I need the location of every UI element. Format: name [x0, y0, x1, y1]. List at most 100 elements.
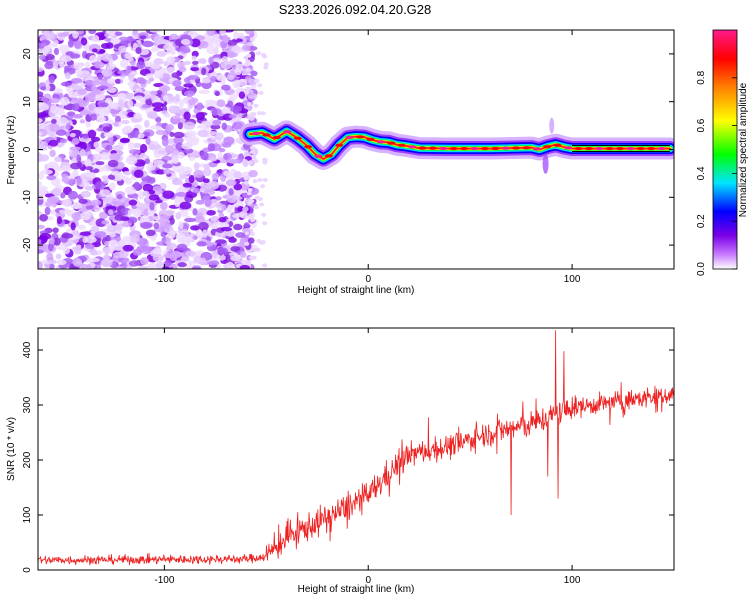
ridge-hotspot — [460, 146, 469, 151]
snr-ylabel: SNR (10 * v/v) — [6, 417, 17, 481]
noise-blob — [211, 250, 219, 259]
noise-blob — [139, 78, 147, 85]
spectrogram-xtick-label: -100 — [154, 274, 174, 285]
noise-blob — [225, 254, 231, 262]
noise-blob — [177, 122, 183, 130]
snr-ytick-label: 200 — [22, 451, 33, 468]
noise-blob — [46, 161, 59, 171]
noise-speckle — [251, 255, 257, 260]
noise-speckle — [251, 155, 257, 160]
noise-blob — [88, 172, 96, 179]
noise-blob — [132, 142, 142, 149]
noise-speckle — [243, 180, 249, 185]
noise-blob — [77, 30, 84, 35]
noise-blob — [128, 148, 141, 155]
noise-blob — [70, 222, 76, 231]
noise-blob — [133, 102, 143, 108]
noise-blob — [38, 188, 47, 197]
noise-blob — [230, 254, 241, 262]
noise-speckle — [244, 241, 250, 246]
noise-blob — [166, 66, 176, 73]
noise-blob — [235, 232, 247, 238]
noise-blob — [76, 157, 82, 162]
noise-blob — [163, 43, 175, 51]
noise-blob — [223, 136, 235, 145]
noise-blob — [215, 239, 227, 244]
noise-blob — [99, 80, 108, 88]
snr-xtick-label: 100 — [564, 575, 581, 586]
noise-blob — [233, 31, 239, 40]
noise-blob — [38, 181, 43, 187]
noise-blob — [84, 243, 95, 250]
noise-blob — [223, 152, 233, 161]
snr-ytick-label: 300 — [22, 396, 33, 413]
noise-blob — [161, 237, 167, 244]
noise-blob — [105, 42, 114, 49]
noise-speckle — [258, 90, 264, 95]
noise-blob — [122, 171, 132, 176]
noise-blob — [203, 163, 210, 170]
noise-speckle — [254, 195, 260, 200]
noise-blob — [247, 237, 255, 244]
noise-blob — [207, 131, 218, 136]
noise-blob — [95, 161, 105, 166]
noise-blob — [199, 257, 207, 266]
noise-blob — [115, 78, 121, 84]
noise-blob — [239, 239, 246, 248]
noise-blob — [180, 238, 187, 244]
noise-blob — [57, 117, 69, 126]
spectrogram-xtick-label: 0 — [365, 274, 371, 285]
noise-blob — [119, 239, 131, 245]
noise-blob — [206, 241, 214, 247]
noise-blob — [101, 220, 110, 225]
noise-blob — [176, 243, 188, 252]
noise-blob — [93, 141, 101, 149]
noise-blob — [49, 149, 56, 158]
noise-blob — [97, 73, 104, 80]
noise-blob — [193, 162, 200, 171]
noise-blob — [142, 183, 154, 192]
noise-blob — [169, 254, 178, 262]
noise-speckle — [246, 102, 252, 107]
noise-speckle — [252, 179, 258, 184]
noise-blob — [90, 199, 102, 206]
snr-ytick-label: 0 — [22, 567, 33, 573]
noise-blob — [198, 89, 210, 95]
noise-blob — [226, 261, 234, 269]
noise-blob — [114, 31, 123, 36]
noise-blob — [39, 213, 49, 222]
noise-blob — [104, 33, 110, 38]
noise-blob — [54, 156, 62, 163]
noise-blob — [45, 201, 53, 207]
noise-blob — [150, 94, 157, 102]
noise-blob — [87, 257, 100, 263]
noise-blob — [146, 164, 156, 171]
noise-blob — [226, 229, 235, 237]
noise-blob — [117, 70, 128, 75]
noise-blob — [179, 230, 190, 236]
noise-blob — [107, 174, 116, 180]
noise-blob — [152, 216, 161, 221]
noise-blob — [62, 31, 70, 37]
ridge-hotspot — [304, 145, 313, 149]
noise-blob — [84, 93, 95, 103]
noise-blob — [67, 190, 78, 200]
noise-blob — [59, 138, 68, 144]
noise-blob — [85, 205, 94, 210]
noise-blob — [52, 227, 59, 234]
noise-speckle — [253, 103, 259, 108]
ridge-hotspot — [252, 131, 261, 136]
noise-blob — [79, 231, 92, 236]
noise-blob — [38, 154, 50, 162]
noise-blob — [48, 123, 60, 132]
noise-blob — [50, 97, 60, 104]
noise-blob — [53, 47, 60, 56]
noise-blob — [142, 131, 151, 137]
noise-blob — [162, 95, 169, 102]
ridge-artifact — [549, 117, 555, 134]
noise-blob — [128, 199, 138, 206]
noise-blob — [104, 240, 110, 247]
noise-blob — [76, 82, 86, 87]
noise-blob — [228, 188, 234, 196]
